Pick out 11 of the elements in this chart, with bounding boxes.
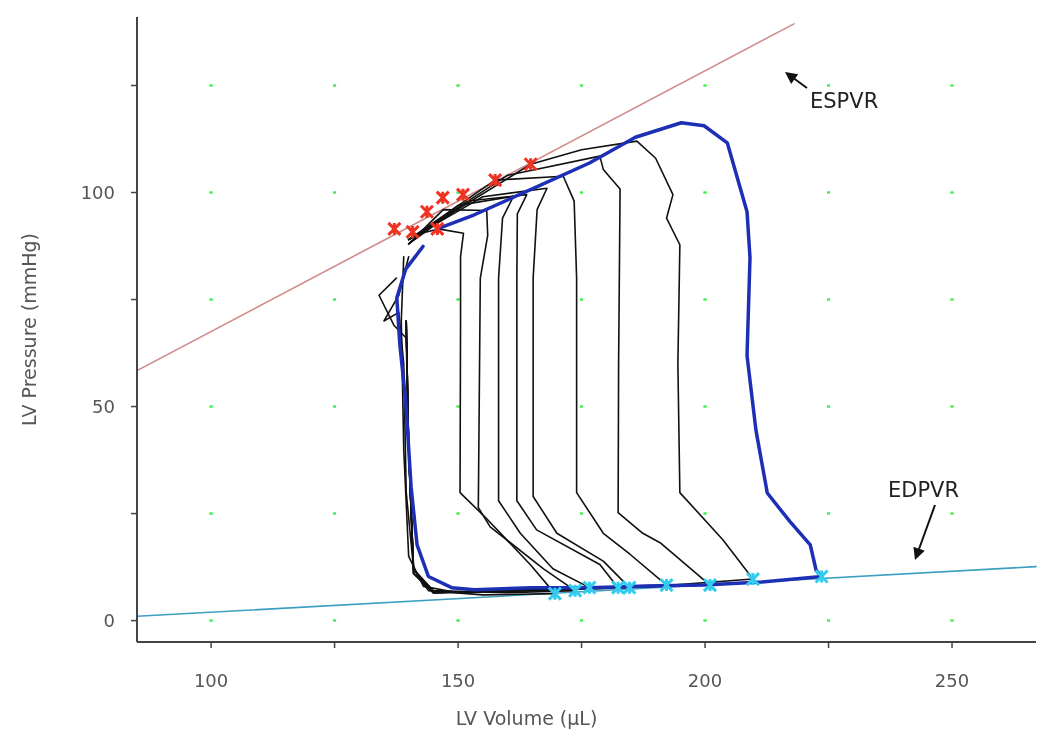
annotation: EDPVR bbox=[888, 478, 960, 502]
y-tick-label: 100 bbox=[80, 181, 115, 203]
y-tick-label: 0 bbox=[103, 609, 115, 631]
x-tick-label: 100 bbox=[193, 670, 229, 691]
x-tick-label: 150 bbox=[440, 670, 476, 691]
y-axis-title: LV Pressure (mmHg) bbox=[18, 233, 40, 426]
y-tick-label: 50 bbox=[92, 395, 115, 417]
x-tick-label: 250 bbox=[934, 670, 970, 691]
x-axis-title: LV Volume (µL) bbox=[455, 707, 598, 729]
x-tick-label: 200 bbox=[687, 670, 723, 691]
annotation: ESPVR bbox=[810, 89, 879, 113]
